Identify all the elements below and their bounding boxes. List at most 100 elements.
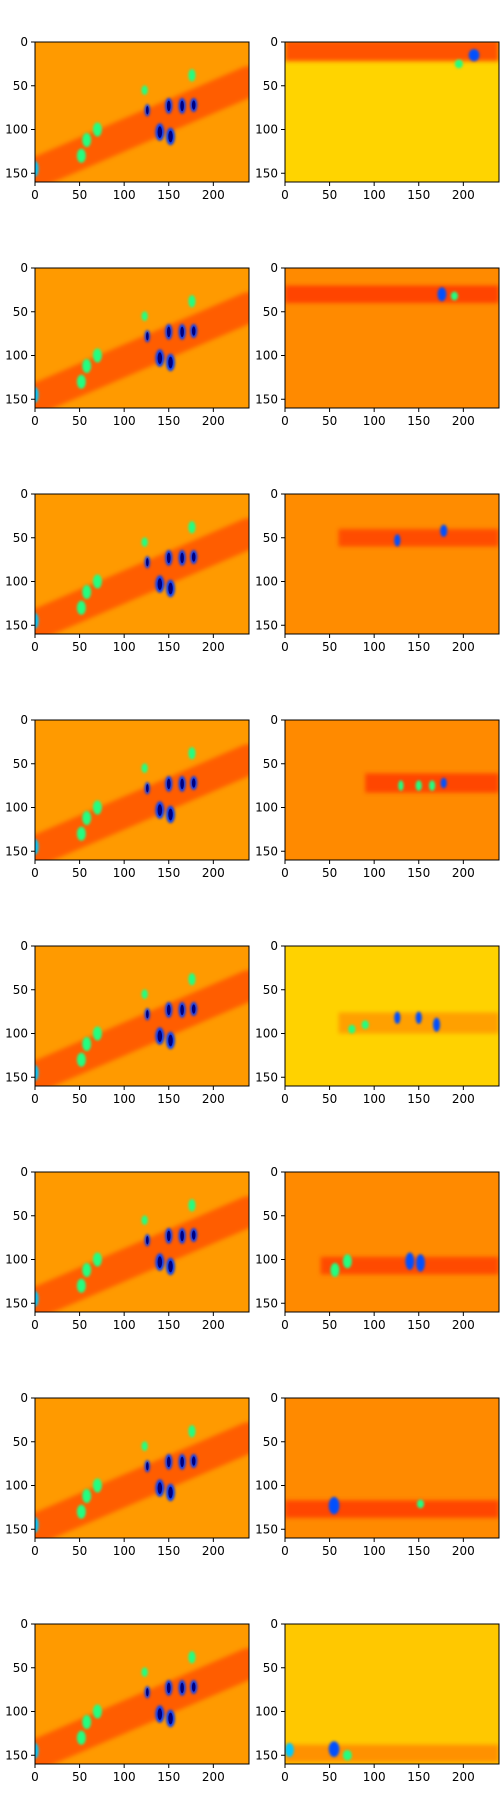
blob <box>82 359 92 373</box>
y-tick-label: 100 <box>255 1253 278 1267</box>
y-tick-label: 50 <box>13 1435 28 1449</box>
blob-core <box>157 578 163 590</box>
blob-core <box>146 558 149 567</box>
y-tick-label: 0 <box>20 1391 28 1405</box>
panel-0-0: 0 50 100 150 200 0 50 100 150 <box>5 35 250 202</box>
panel-frame <box>34 1623 250 1765</box>
panel-frame <box>34 1171 250 1313</box>
row-band <box>285 1500 499 1518</box>
y-tick-label: 100 <box>5 575 28 589</box>
panel-frame <box>284 945 500 1087</box>
panel-frame <box>34 1397 250 1539</box>
blob <box>35 1517 39 1533</box>
x-tick-label: 100 <box>113 1318 136 1332</box>
blob <box>141 85 148 95</box>
blob <box>35 387 39 403</box>
blob <box>342 1750 352 1761</box>
y-tick-label: 150 <box>255 1070 278 1084</box>
y-tick-label: 0 <box>20 713 28 727</box>
y-tick-label: 100 <box>5 349 28 363</box>
panel-frame <box>284 1623 500 1765</box>
panel-frame <box>284 1171 500 1313</box>
blob <box>429 780 436 791</box>
blob-core <box>157 1482 163 1494</box>
blob-core <box>180 1004 184 1016</box>
blob <box>361 1020 369 1030</box>
y-tick-label: 150 <box>255 392 278 406</box>
y-tick-label: 0 <box>270 35 278 49</box>
panel-image <box>285 946 499 1086</box>
y-tick-label: 50 <box>13 79 28 93</box>
x-tick-label: 0 <box>31 414 39 428</box>
x-tick-label: 200 <box>452 1770 475 1784</box>
y-tick-label: 50 <box>263 757 278 771</box>
x-tick-label: 100 <box>363 640 386 654</box>
blob <box>76 148 86 163</box>
panel-3-1: 0 50 100 150 200 0 50 100 150 <box>255 713 500 880</box>
x-tick-label: 200 <box>202 1770 225 1784</box>
x-tick-label: 0 <box>281 866 289 880</box>
x-tick-label: 150 <box>157 640 180 654</box>
y-tick-label: 100 <box>5 801 28 815</box>
x-tick-label: 100 <box>363 414 386 428</box>
blob <box>141 1667 148 1677</box>
x-tick-label: 150 <box>407 1770 430 1784</box>
x-tick-label: 50 <box>322 1318 337 1332</box>
panel-image <box>285 1398 499 1538</box>
x-tick-label: 150 <box>407 1092 430 1106</box>
panel-6-1: 0 50 100 150 200 0 50 100 150 <box>255 1391 500 1558</box>
panel-image <box>35 946 249 1086</box>
blob-core <box>191 778 196 788</box>
x-tick-label: 50 <box>72 188 87 202</box>
y-tick-label: 0 <box>270 1617 278 1631</box>
y-tick-label: 50 <box>263 1209 278 1223</box>
blob <box>92 122 102 137</box>
x-tick-label: 50 <box>72 866 87 880</box>
x-tick-label: 200 <box>452 414 475 428</box>
blob <box>92 1252 102 1267</box>
x-tick-label: 200 <box>202 414 225 428</box>
x-tick-label: 50 <box>72 640 87 654</box>
y-tick-label: 0 <box>20 1165 28 1179</box>
blob-core <box>168 1260 173 1273</box>
x-tick-label: 100 <box>363 866 386 880</box>
x-tick-label: 150 <box>157 188 180 202</box>
x-tick-label: 150 <box>157 1092 180 1106</box>
y-tick-label: 50 <box>13 1209 28 1223</box>
x-tick-label: 150 <box>157 1770 180 1784</box>
blob <box>330 1263 340 1277</box>
x-tick-label: 100 <box>113 1770 136 1784</box>
blob-core <box>157 126 163 138</box>
blob <box>398 780 404 791</box>
y-tick-label: 100 <box>5 1479 28 1493</box>
x-tick-label: 200 <box>202 188 225 202</box>
blob-core <box>191 1682 196 1692</box>
panel-image <box>285 268 499 408</box>
blob-core <box>166 1004 171 1016</box>
blob-core <box>191 1456 196 1466</box>
blob-core <box>146 1010 149 1019</box>
x-tick-label: 200 <box>202 866 225 880</box>
blob-core <box>166 552 171 564</box>
blob <box>76 600 86 615</box>
x-tick-label: 200 <box>202 1544 225 1558</box>
blob-core <box>166 1456 171 1468</box>
x-tick-label: 0 <box>31 1770 39 1784</box>
y-tick-label: 50 <box>263 1661 278 1675</box>
x-tick-label: 50 <box>72 414 87 428</box>
x-tick-label: 100 <box>363 1770 386 1784</box>
y-tick-label: 150 <box>5 166 28 180</box>
x-tick-label: 0 <box>31 640 39 654</box>
y-tick-label: 0 <box>270 1165 278 1179</box>
x-tick-label: 50 <box>322 866 337 880</box>
panel-frame <box>284 41 500 183</box>
x-tick-label: 100 <box>113 1092 136 1106</box>
blob <box>188 747 196 760</box>
panel-image <box>35 720 249 860</box>
blob <box>188 1651 196 1664</box>
row-band <box>338 529 499 547</box>
blob-core <box>166 1230 171 1242</box>
blob <box>82 585 92 599</box>
